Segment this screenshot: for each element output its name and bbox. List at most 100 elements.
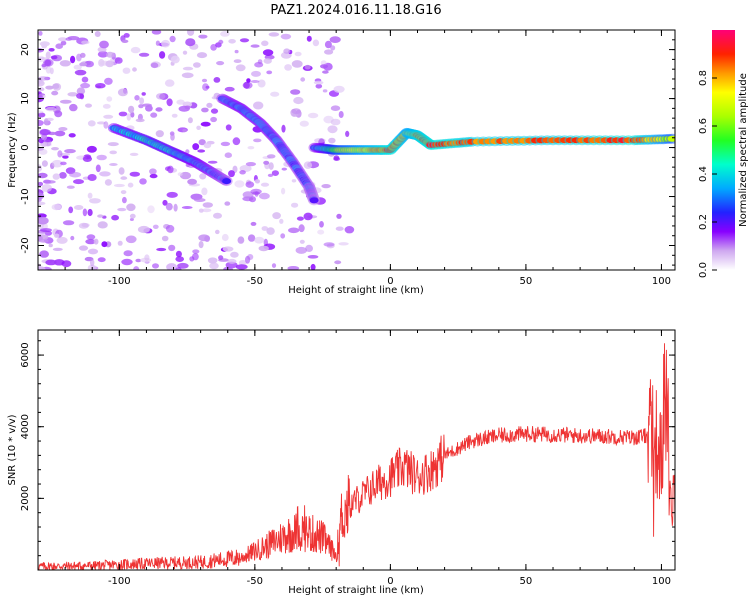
heatmap-cell <box>38 119 44 127</box>
heatmap-cell <box>121 39 129 43</box>
heatmap-cell <box>196 125 201 130</box>
heatmap-cell <box>314 138 326 143</box>
heatmap-cell <box>155 40 160 46</box>
heatmap-cell <box>247 234 256 242</box>
heatmap-cell <box>85 238 96 245</box>
snr-y-tick-label: 2000 <box>20 486 31 511</box>
heatmap-cell <box>87 208 93 217</box>
snr-x-tick-label: 100 <box>652 576 671 587</box>
spectrogram-x-tick-label: -100 <box>108 276 131 287</box>
spectrogram-x-tick-label: -50 <box>247 276 263 287</box>
heatmap-cell <box>149 168 157 175</box>
heatmap-cell <box>67 36 80 41</box>
colorbar-ticks: 0.0 0.2 0.4 0.6 0.8 <box>698 70 717 278</box>
heatmap-cell <box>329 36 341 43</box>
heatmap-cell <box>263 160 270 165</box>
heatmap-cell <box>290 89 301 95</box>
heatmap-cell <box>336 213 342 219</box>
heatmap-cell <box>230 251 239 258</box>
heatmap-cell <box>330 105 341 111</box>
heatmap-cell <box>76 53 82 62</box>
heatmap-cell <box>291 202 299 208</box>
heatmap-cell <box>239 170 246 175</box>
snr-frame <box>37 329 676 571</box>
heatmap-cell <box>253 101 264 110</box>
heatmap-cell <box>296 216 304 221</box>
heatmap-cell <box>173 203 178 212</box>
heatmap-cell <box>170 133 175 141</box>
heatmap-cell <box>242 81 253 89</box>
colorbar-tick-label: 0.0 <box>698 262 709 278</box>
heatmap-cell <box>78 245 89 251</box>
heatmap-cell <box>101 241 108 248</box>
heatmap-cell <box>150 112 158 118</box>
heatmap-cell <box>81 40 90 45</box>
heatmap-cell <box>207 160 218 164</box>
heatmap-cell <box>304 64 311 70</box>
heatmap-cell <box>179 171 192 180</box>
heatmap-cell <box>288 227 300 234</box>
heatmap-cell <box>139 97 145 105</box>
heatmap-cell <box>206 102 213 108</box>
heatmap-cell <box>122 67 131 74</box>
heatmap-cell <box>45 259 57 266</box>
heatmap-cell <box>203 142 212 149</box>
heatmap-cell <box>247 146 255 150</box>
heatmap-cell <box>59 99 72 104</box>
heatmap-cell <box>224 201 231 206</box>
heatmap-cell <box>198 234 210 242</box>
snr-x-label: Height of straight line (km) <box>288 585 424 596</box>
heatmap-cell <box>52 173 60 180</box>
heatmap-cell <box>245 255 251 264</box>
heatmap-cell <box>215 229 220 235</box>
heatmap-cell <box>54 130 66 137</box>
heatmap-cell <box>64 149 76 154</box>
heatmap-cell <box>209 262 219 270</box>
heatmap-cell <box>305 244 313 252</box>
heatmap-cell <box>132 67 137 72</box>
heatmap-cell <box>317 229 325 235</box>
heatmap-cell <box>89 198 101 204</box>
heatmap-cell <box>103 121 109 129</box>
heatmap-cell <box>281 124 286 133</box>
heatmap-cell <box>303 161 313 169</box>
spectrogram-y-tick-label: 20 <box>20 43 31 56</box>
heatmap-cell <box>200 121 211 127</box>
snr-x-tick-label: -50 <box>247 576 263 587</box>
heatmap-cell <box>166 263 178 270</box>
heatmap-cell <box>202 83 209 91</box>
heatmap-cell <box>150 62 159 69</box>
colorbar-tick-label: 0.6 <box>698 118 709 134</box>
heatmap-cell <box>118 111 128 117</box>
heatmap-cell <box>38 110 44 114</box>
heatmap-cell <box>38 48 44 53</box>
spectrogram-y-tick-label: -10 <box>20 188 31 204</box>
heatmap-cell <box>62 220 75 226</box>
heatmap-cell <box>38 201 46 206</box>
heatmap-cell <box>139 178 147 185</box>
heatmap-cell <box>129 218 134 221</box>
heatmap-cell <box>251 70 261 77</box>
heatmap-cell <box>38 164 43 172</box>
snr-background <box>38 330 675 570</box>
heatmap-cell <box>216 61 225 66</box>
heatmap-cell <box>171 113 178 118</box>
heatmap-cell <box>125 235 137 244</box>
heatmap-cell <box>87 174 97 181</box>
heatmap-cell <box>182 66 194 71</box>
heatmap-cell <box>51 204 61 211</box>
heatmap-cell <box>156 247 167 252</box>
colorbar-label: Normalized spectral amplitude <box>738 73 749 227</box>
spectrogram-x-tick-label: 0 <box>387 276 393 287</box>
heatmap-cell <box>222 178 232 185</box>
heatmap-cell <box>245 162 256 167</box>
heatmap-cell <box>41 160 48 167</box>
heatmap-cell <box>210 116 218 123</box>
heatmap-cell <box>81 76 89 83</box>
heatmap-cell <box>43 58 54 67</box>
heatmap-cell <box>333 85 345 93</box>
snr-y-tick-label: 6000 <box>20 342 31 367</box>
heatmap-cell <box>95 83 106 89</box>
heatmap-cell <box>138 52 150 57</box>
heatmap-cell <box>86 234 96 240</box>
